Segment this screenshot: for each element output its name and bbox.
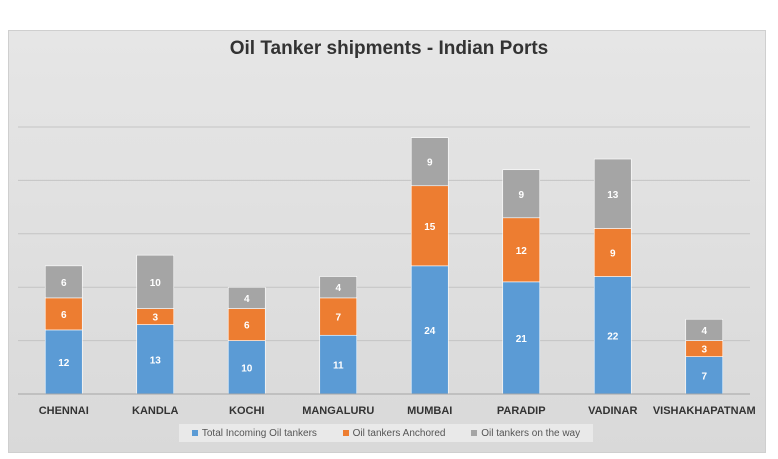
bar-segment <box>227 286 266 309</box>
bar-segment <box>502 281 541 395</box>
x-tick-label: VADINAR <box>588 405 637 417</box>
bar-segment <box>319 276 358 299</box>
bar-segment <box>44 265 83 299</box>
bar-segment <box>685 318 724 341</box>
bar-segment <box>44 297 83 331</box>
bar-segment <box>136 324 175 395</box>
legend-label-on-the-way: Oil tankers on the way <box>481 427 581 439</box>
data-label: 4 <box>244 294 250 305</box>
legend-label-total-incoming: Total Incoming Oil tankers <box>201 427 317 439</box>
bar-segment <box>227 308 266 341</box>
data-label: 7 <box>701 371 707 382</box>
data-label: 6 <box>61 310 67 321</box>
data-label: 9 <box>427 158 433 169</box>
x-tick-label: MUMBAI <box>407 405 452 417</box>
bar-segment <box>410 137 449 187</box>
bar-segment <box>593 228 632 277</box>
bar-segment <box>593 158 632 229</box>
data-label: 6 <box>244 321 250 332</box>
bar-segment <box>502 217 541 283</box>
data-label: 9 <box>518 190 524 201</box>
legend-swatch-on-the-way <box>471 430 478 436</box>
data-label: 4 <box>701 326 707 337</box>
data-label: 12 <box>58 358 70 369</box>
data-label: 3 <box>152 313 158 324</box>
x-tick-label: KANDLA <box>132 405 178 417</box>
data-label: 10 <box>241 363 253 374</box>
x-tick-label: MANGALURU <box>302 405 374 417</box>
legend-item-anchored: Oil tankers Anchored <box>342 427 446 439</box>
legend-label-anchored: Oil tankers Anchored <box>352 427 446 439</box>
bar-segment <box>136 254 175 309</box>
bar-segment <box>593 276 632 395</box>
x-tick-label: VISHAKHAPATNAM <box>653 405 756 417</box>
bar-segment <box>502 169 541 219</box>
bar-segment <box>319 297 358 336</box>
data-label: 21 <box>516 334 528 345</box>
data-label: 22 <box>607 331 619 342</box>
legend-item-on-the-way: Oil tankers on the way <box>471 428 580 439</box>
legend-swatch-total-incoming <box>191 430 198 436</box>
x-tick-label: CHENNAI <box>39 405 89 417</box>
chart-area <box>8 30 766 453</box>
data-label: 13 <box>150 355 162 366</box>
bar-segment <box>319 334 358 395</box>
data-label: 24 <box>424 326 436 337</box>
data-label: 13 <box>607 190 619 201</box>
data-label: 6 <box>61 278 67 289</box>
chart-title: Oil Tanker shipments - Indian Ports <box>229 38 549 59</box>
data-label: 4 <box>335 283 341 294</box>
data-label: 10 <box>150 278 162 289</box>
data-label: 15 <box>424 222 436 233</box>
legend-swatch-anchored <box>342 430 349 436</box>
data-label: 11 <box>333 361 344 372</box>
legend: Total Incoming Oil tankers Oil tankers A… <box>179 424 593 442</box>
data-label: 12 <box>516 246 528 257</box>
legend-item-total-incoming: Total Incoming Oil tankers <box>191 427 317 439</box>
data-label: 7 <box>335 313 341 324</box>
bar-segment <box>44 329 83 395</box>
x-tick-label: KOCHI <box>229 405 264 417</box>
bar-segment <box>410 185 449 267</box>
bar-segment <box>410 265 449 395</box>
data-label: 3 <box>701 345 707 356</box>
data-label: 9 <box>610 248 616 259</box>
x-tick-label: PARADIP <box>497 405 546 417</box>
bar-segment <box>227 340 266 395</box>
